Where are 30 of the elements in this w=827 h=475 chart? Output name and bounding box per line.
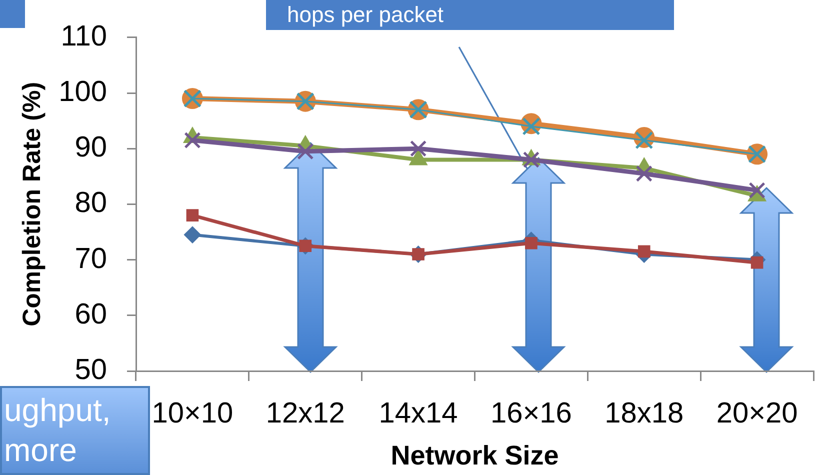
point bbox=[750, 256, 764, 269]
point bbox=[184, 226, 201, 244]
text: ughput, more bbox=[4, 391, 112, 470]
point bbox=[184, 132, 201, 149]
x-tick-label: 18x18 bbox=[604, 397, 684, 430]
y-tick-label: 100 bbox=[58, 76, 107, 108]
point bbox=[410, 140, 427, 157]
y-tick-label: 80 bbox=[74, 187, 107, 220]
x-tick-label: 12x12 bbox=[266, 397, 345, 430]
x-tick-label: 20×20 bbox=[716, 397, 798, 430]
y-tick-label: 60 bbox=[74, 298, 107, 330]
point bbox=[522, 151, 540, 168]
point bbox=[186, 209, 199, 222]
point bbox=[635, 131, 654, 150]
text: hops per packet bbox=[287, 1, 444, 29]
y-tick-label: 90 bbox=[74, 132, 107, 164]
point bbox=[748, 182, 766, 199]
point bbox=[638, 245, 650, 258]
y-tick-label: 50 bbox=[74, 354, 107, 386]
y-tick-label: 70 bbox=[74, 242, 107, 275]
point bbox=[297, 143, 314, 160]
x-tick-label: 10×10 bbox=[152, 397, 234, 430]
point bbox=[636, 165, 652, 182]
x-axis-title: Network Size bbox=[390, 440, 559, 470]
x-tick-label: 16×16 bbox=[490, 397, 572, 430]
x-tick-label: 14x14 bbox=[378, 397, 458, 430]
point bbox=[525, 236, 538, 250]
point bbox=[522, 117, 540, 136]
y-axis-title: Completion Rate (%) bbox=[18, 82, 46, 326]
y-tick-label: 110 bbox=[60, 20, 107, 52]
